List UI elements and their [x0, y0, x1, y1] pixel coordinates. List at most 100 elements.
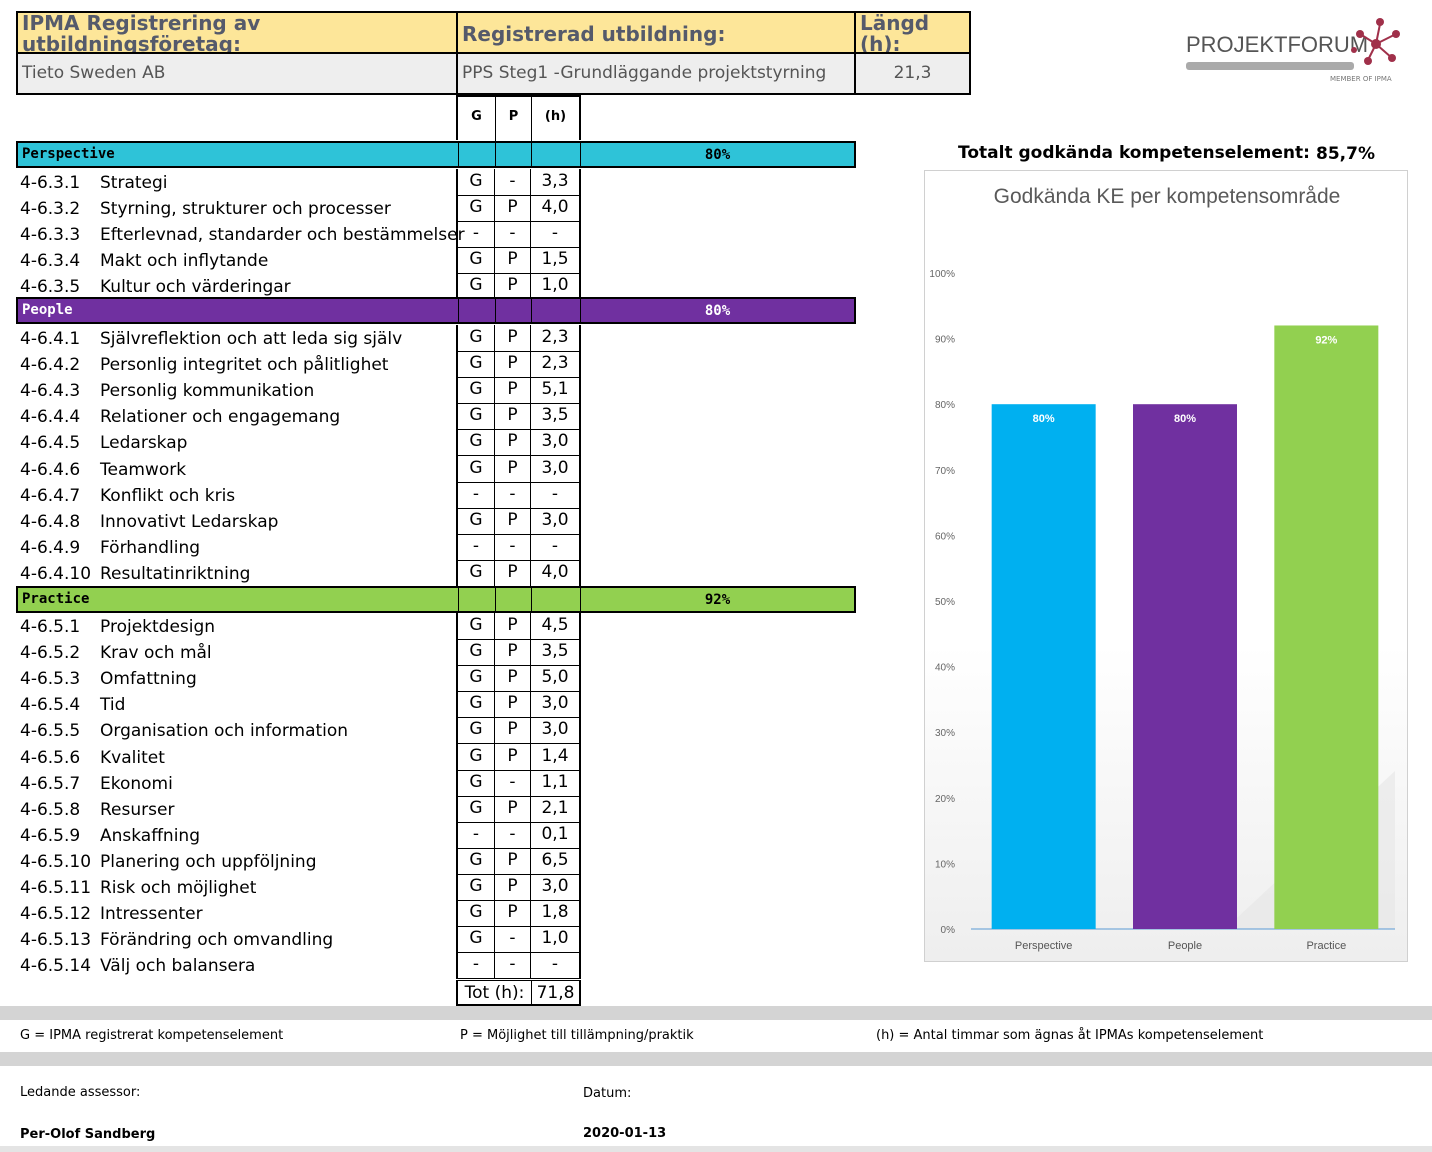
legend-p: P = Möjlighet till tillämpning/praktik — [460, 1028, 694, 1043]
cell-h: 5,1 — [530, 377, 579, 404]
table-row: 4-6.5.12 Intressenter G P 1,8 — [16, 900, 582, 928]
row-code: 4-6.5.9 — [20, 825, 81, 846]
cell-g: - — [472, 535, 480, 556]
row-label: 4-6.5.1 Projektdesign — [20, 617, 215, 637]
section-divider — [580, 299, 581, 322]
cell-h: 2,1 — [530, 795, 579, 822]
y-tick-label: 60% — [935, 531, 955, 542]
bar-people — [1133, 404, 1237, 929]
section-divider — [495, 588, 496, 611]
section-divider — [531, 143, 532, 166]
row-code: 4-6.3.1 — [20, 173, 81, 193]
table-row: 4-6.5.13 Förändring och omvandling G -1,0 — [16, 926, 582, 954]
row-name: Resultatinriktning — [100, 563, 251, 584]
section-divider — [495, 143, 496, 166]
projektforum-logo: PROJEKTFORUM MEMBER OF IPMA — [1180, 14, 1410, 90]
gph-cells: G P 2,3 — [456, 351, 581, 379]
total-row: Tot (h): 71,8 — [456, 980, 581, 1006]
cell-h: 3,0 — [530, 455, 579, 482]
table-row: 4-6.4.3 Personlig kommunikation G P 5,1 — [16, 377, 582, 405]
cell-h: 3,5 — [530, 639, 579, 666]
table-row: 4-6.5.10 Planering och uppföljning G P 6,5 — [16, 847, 582, 875]
row-code: 4-6.5.14 — [20, 956, 92, 977]
table-row: 4-6.3.2 Styrning, strukturer och processe… — [16, 195, 582, 223]
y-tick-label: 40% — [935, 663, 955, 674]
table-row: 4-6.5.6 Kvalitet G P 1,4 — [16, 743, 582, 771]
row-code: 4-6.3.3 — [20, 225, 81, 246]
cell-h: 1,8 — [530, 900, 579, 927]
cell-p: - — [494, 952, 530, 979]
gph-cells: G P 5,1 — [456, 377, 581, 405]
cell-g: G — [469, 171, 483, 191]
footer-band-3 — [0, 1146, 1432, 1152]
row-code: 4-6.5.3 — [20, 669, 81, 690]
table-row: 4-6.4.8 Innovativt Ledarskap G P 3,0 — [16, 507, 582, 535]
table-row: 4-6.5.4 Tid G P 3,0 — [16, 691, 582, 719]
col-g-header: G — [471, 109, 482, 124]
col-p-header: P — [495, 97, 531, 141]
table-row: 4-6.5.8 Resurser G P 2,1 — [16, 795, 582, 823]
cell-h: 6,5 — [530, 847, 579, 874]
row-label: 4-6.5.5 Organisation och information — [20, 721, 348, 741]
cell-g: - — [472, 483, 480, 504]
row-label: 4-6.4.10 Resultatinriktning — [20, 564, 250, 584]
x-category-label: Perspective — [1015, 940, 1072, 952]
cell-h: 3,0 — [530, 429, 579, 456]
cell-p: - — [494, 926, 530, 953]
cell-p: P — [494, 639, 530, 666]
cell-p: - — [494, 769, 530, 796]
cell-p: P — [494, 717, 530, 744]
row-code: 4-6.5.13 — [20, 930, 92, 951]
row-label: 4-6.3.4 Makt och inflytande — [20, 251, 268, 271]
row-name: Omfattning — [100, 669, 197, 690]
row-code: 4-6.3.5 — [20, 277, 81, 298]
summary-value: 85,7% — [1316, 144, 1375, 164]
row-code: 4-6.4.10 — [20, 563, 92, 584]
gph-cells: G P 2,3 — [456, 325, 581, 352]
cell-h: 4,5 — [530, 613, 579, 639]
row-code: 4-6.4.1 — [20, 329, 81, 349]
gph-cells: G P 1,8 — [456, 900, 581, 928]
cell-g: G — [469, 379, 483, 400]
cell-p: - — [494, 481, 530, 508]
row-label: 4-6.5.6 Kvalitet — [20, 748, 165, 768]
gph-cells: G P 3,0 — [456, 455, 581, 483]
section-name: Perspective — [22, 146, 115, 162]
legend-g: G = IPMA registrerat kompetenselement — [20, 1028, 284, 1043]
length-value: 21,3 — [854, 52, 971, 95]
cell-p: P — [494, 900, 530, 927]
gph-cells: G -3,3 — [456, 169, 581, 196]
table-row: 4-6.3.1 Strategi G -3,3 — [16, 169, 582, 196]
gph-cells: G P 3,0 — [456, 691, 581, 719]
row-name: Efterlevnad, standarder och bestämmelser — [100, 225, 465, 246]
cell-h: 2,3 — [530, 325, 579, 351]
table-row: 4-6.4.6 Teamwork G P 3,0 — [16, 455, 582, 483]
footer-band-2 — [0, 1052, 1432, 1066]
course-label: Registrerad utbildning: — [456, 11, 856, 54]
y-tick-label: 10% — [935, 859, 955, 870]
section-divider — [458, 299, 459, 322]
cell-g: G — [469, 509, 483, 530]
cell-g: G — [469, 928, 483, 949]
cell-p: P — [494, 874, 530, 900]
row-label: 4-6.5.10 Planering och uppföljning — [20, 852, 316, 872]
row-name: Kvalitet — [100, 747, 165, 768]
row-name: Planering och uppföljning — [100, 851, 317, 872]
row-name: Välj och balansera — [100, 956, 256, 977]
row-code: 4-6.4.4 — [20, 407, 81, 428]
cell-h: 1,1 — [530, 769, 579, 796]
section-name: Practice — [22, 591, 90, 607]
row-label: 4-6.5.11 Risk och möjlighet — [20, 878, 256, 898]
row-name: Makt och inflytande — [100, 251, 269, 272]
row-name: Kultur och värderingar — [100, 277, 291, 298]
company-value: Tieto Sweden AB — [16, 52, 458, 95]
row-code: 4-6.5.7 — [20, 773, 81, 794]
cell-p: P — [494, 351, 530, 378]
table-row: 4-6.4.9 Förhandling - - - — [16, 533, 582, 561]
row-name: Självreflektion och att leda sig själv — [100, 329, 403, 349]
cell-g: G — [469, 615, 483, 635]
row-name: Personlig integritet och pålitlighet — [100, 355, 389, 376]
row-label: 4-6.5.13 Förändring och omvandling — [20, 930, 333, 950]
row-label: 4-6.5.2 Krav och mål — [20, 643, 212, 663]
cell-p: P — [494, 377, 530, 404]
